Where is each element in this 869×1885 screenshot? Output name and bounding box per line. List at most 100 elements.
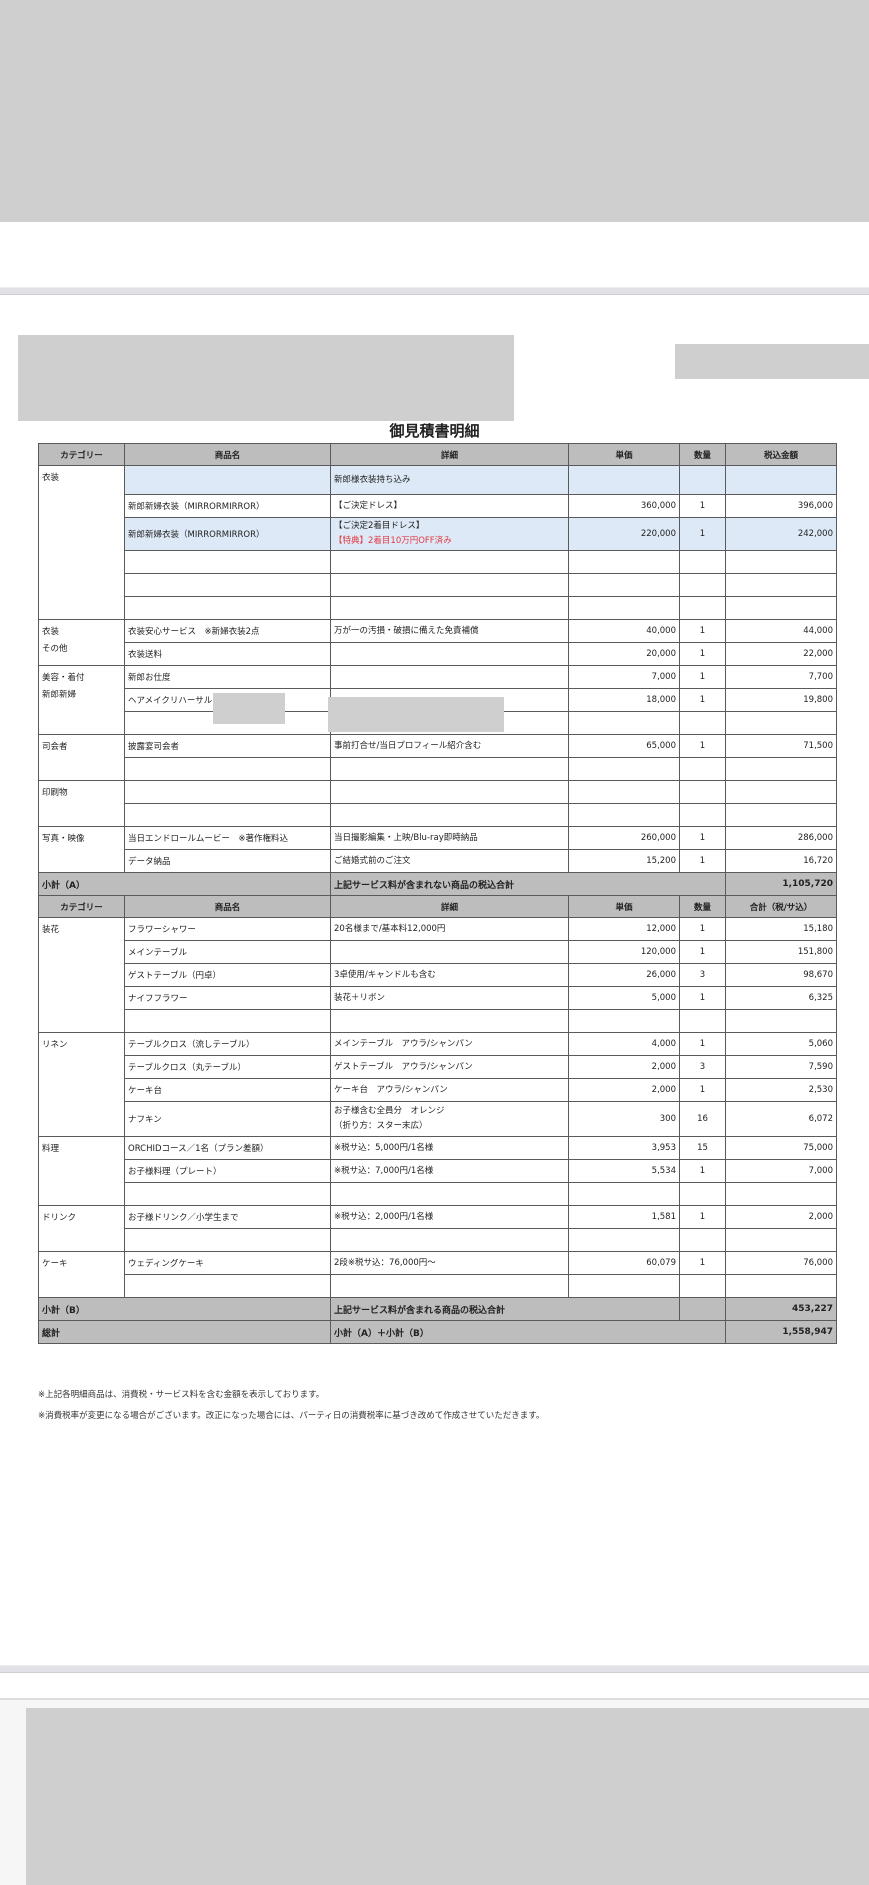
- detail-text: ゲストテーブル アウラ/シャンパン: [334, 1061, 473, 1072]
- table-row: 新郎新婦衣装（MIRRORMIRROR） 【ご決定2着目ドレス】 【特典】2着目10…: [39, 517, 837, 551]
- amount: 98,670: [725, 963, 837, 987]
- detail-text: 新郎様衣装持ち込み: [334, 474, 411, 485]
- item-name: [124, 757, 331, 781]
- detail-text: 当日撮影編集・上映/Blu-ray即時納品: [334, 832, 478, 843]
- unit-price: 360,000: [568, 494, 680, 518]
- item-detail: ご結婚式前のご注文: [330, 849, 569, 873]
- quantity: 1: [679, 1159, 726, 1183]
- quantity: 1: [679, 642, 726, 666]
- amount: 2,530: [725, 1078, 837, 1102]
- unit-price: 18,000: [568, 688, 680, 712]
- amount: [725, 780, 837, 804]
- item-detail: ※税サ込：5,000円/1名様: [330, 1136, 569, 1160]
- column-header: 合計（税/サ込）: [725, 895, 837, 918]
- detail-text: 装花＋リボン: [334, 992, 386, 1003]
- amount: 5,060: [725, 1032, 837, 1056]
- item-name: [124, 596, 331, 620]
- unit-price: [568, 803, 680, 827]
- quantity: 1: [679, 665, 726, 689]
- detail-text: ※税サ込：7,000円/1名様: [334, 1165, 434, 1176]
- quantity: [679, 573, 726, 597]
- quantity: 1: [679, 494, 726, 518]
- note-2: ※消費税率が変更になる場合がございます。改正になった場合には、パーティ日の消費税…: [38, 1411, 545, 1421]
- quantity: 3: [679, 1055, 726, 1079]
- unit-price: 15,200: [568, 849, 680, 873]
- note-1: ※上記各明細商品は、消費税・サービス料を含む金額を表示しております。: [38, 1390, 325, 1400]
- quantity: [679, 550, 726, 574]
- table-row: ナイフフラワー 装花＋リボン 5,000 1 6,325: [39, 986, 837, 1010]
- quantity: [679, 803, 726, 827]
- detail-text: 【ご決定2着目ドレス】: [334, 521, 425, 531]
- table-row: ドリンク お子様ドリンク／小学生まで ※税サ込：2,000円/1名様 1,581 1 2,…: [38, 1205, 837, 1252]
- quantity: 1: [679, 1205, 726, 1229]
- amount: 15,180: [725, 917, 837, 941]
- table-row: お子様料理（プレート） ※税サ込：7,000円/1名様 5,534 1 7,000: [39, 1159, 837, 1183]
- unit-price: 5,534: [568, 1159, 680, 1183]
- category-cell: ドリンク: [38, 1205, 125, 1252]
- quantity: 1: [679, 517, 726, 551]
- item-detail: ※税サ込：7,000円/1名様: [330, 1159, 569, 1183]
- item-name: 衣装送料: [124, 642, 331, 666]
- table-row: [39, 596, 837, 620]
- quantity: 3: [679, 963, 726, 987]
- quantity: 1: [679, 940, 726, 964]
- quantity: 15: [679, 1136, 726, 1160]
- grand-total-row-value: 1,558,947: [725, 1320, 837, 1344]
- table-row: メインテーブル 120,000 1 151,800: [39, 940, 837, 964]
- quantity: [679, 1009, 726, 1033]
- unit-price: [568, 1182, 680, 1206]
- item-detail: [330, 1009, 569, 1033]
- amount: [725, 550, 837, 574]
- unit-price: 2,000: [568, 1078, 680, 1102]
- amount: 242,000: [725, 517, 837, 551]
- unit-price: 20,000: [568, 642, 680, 666]
- detail-text: 2段※税サ込：76,000円～: [334, 1257, 436, 1268]
- item-detail: [330, 1228, 569, 1252]
- detail-text: お子様含む全員分 オレンジ: [334, 1106, 445, 1116]
- grand-total-row: 総計 小計（A）＋小計（B） 1,558,947: [38, 1320, 837, 1344]
- discount-note: 【特典】2着目10万円OFF済み: [334, 536, 452, 546]
- item-detail: [330, 573, 569, 597]
- item-name: [124, 573, 331, 597]
- unit-price: 26,000: [568, 963, 680, 987]
- amount: 44,000: [725, 619, 837, 643]
- category-cell: 美容・着付 新郎新婦: [38, 665, 125, 735]
- item-detail: 3卓使用/キャンドルも含む: [330, 963, 569, 987]
- table-header-row: カテゴリー 商品名 詳細 単価 数量 税込金額: [38, 443, 837, 466]
- unit-price: [568, 596, 680, 620]
- unit-price: 2,000: [568, 1055, 680, 1079]
- unit-price: [568, 573, 680, 597]
- item-name: 新郎新婦衣装（MIRRORMIRROR）: [124, 494, 331, 518]
- quantity: 1: [679, 1032, 726, 1056]
- unit-price: 300: [568, 1101, 680, 1137]
- estimate-table: カテゴリー 商品名 詳細 単価 数量 税込金額 衣装 新郎様衣装持ち込み 新郎新婦衣装（MIRR…: [38, 443, 837, 1344]
- subtotal-a-row-description: 上記サービス料が含まれない商品の税込合計: [330, 872, 726, 896]
- quantity: [679, 465, 726, 495]
- amount: [725, 1228, 837, 1252]
- subtotal-a-row-value: 1,105,720: [725, 872, 837, 896]
- amount: [725, 757, 837, 781]
- quantity: [679, 1182, 726, 1206]
- table-row: 司会者 披露宴司会者 事前打合せ/当日プロフィール紹介含む 65,000 1 71,500: [38, 734, 837, 781]
- table-row: [39, 1009, 837, 1033]
- table-row: [39, 573, 837, 597]
- item-name: [124, 1182, 331, 1206]
- amount: 151,800: [725, 940, 837, 964]
- table-row: 新郎新婦衣装（MIRRORMIRROR） 【ご決定ドレス】 360,000 1 396,…: [39, 494, 837, 518]
- amount: [725, 465, 837, 495]
- quantity: 1: [679, 1251, 726, 1275]
- amount: 7,000: [725, 1159, 837, 1183]
- table-row: テーブルクロス（丸テーブル） ゲストテーブル アウラ/シャンパン 2,000 3 7,5…: [39, 1055, 837, 1079]
- column-header: 商品名: [124, 895, 331, 918]
- unit-price: [568, 757, 680, 781]
- table-row: リネン テーブルクロス（流しテーブル） メインテーブル アウラ/シャンパン 4,000…: [38, 1032, 837, 1137]
- table-row: 装花 フラワーシャワー 20名様まで/基本料12,000円 12,000 1 15,180: [38, 917, 837, 1033]
- quantity: [679, 596, 726, 620]
- amount: 286,000: [725, 826, 837, 850]
- item-name: [124, 1009, 331, 1033]
- table-row: 写真・映像 当日エンドロールムービー ※著作権料込 当日撮影編集・上映/Blu-ra…: [38, 826, 837, 873]
- category-cell: 料理: [38, 1136, 125, 1206]
- item-detail: [330, 780, 569, 804]
- notes: ※上記各明細商品は、消費税・サービス料を含む金額を表示しております。 ※消費税率…: [38, 1388, 544, 1430]
- item-detail: 新郎様衣装持ち込み: [330, 465, 569, 495]
